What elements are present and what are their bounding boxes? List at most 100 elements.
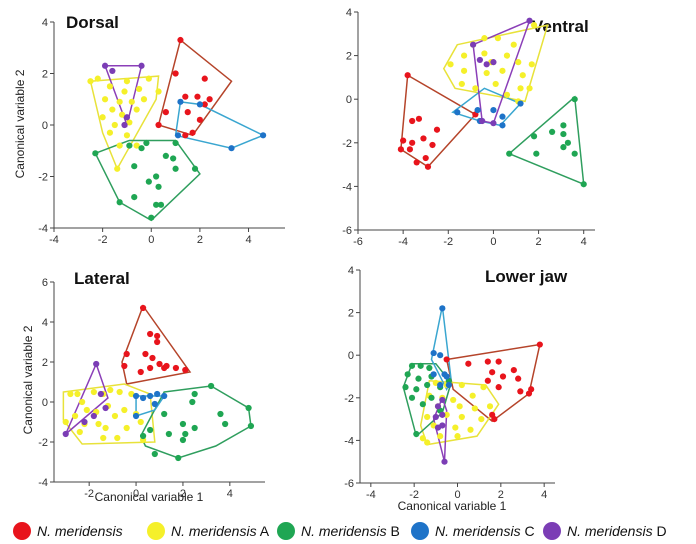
point-n-meridensis-a [95,420,102,428]
point-n-meridensis-a [111,121,118,129]
point-n-meridensis-a [100,434,107,442]
x-axis-label-bottom-left: Canonical variable 1 [95,490,204,504]
point-n-meridensis [121,362,128,370]
point-n-meridensis [182,132,189,139]
point-n-meridensis-a [123,78,131,85]
point-n-meridensis-b [530,133,538,140]
point-n-meridensis-c [437,352,444,359]
panel-lower-jaw: Lower jaw -4 -2 0 2 4 -6 -4 -2 0 2 4 [344,265,568,501]
legend-marker [13,522,31,540]
point-n-meridensis-d [476,56,483,64]
point-n-meridensis-a [133,142,140,149]
point-n-meridensis-b [143,139,150,147]
point-n-meridensis [409,139,416,146]
point-n-meridensis [162,109,169,116]
point-n-meridensis [400,137,407,144]
point-n-meridensis-a [519,72,526,79]
point-n-meridensis-c [196,101,203,108]
y-tick-label: 4 [348,265,354,277]
point-n-meridensis-b [413,386,420,393]
point-n-meridensis-a [109,106,116,113]
y-tick-label: -2 [344,393,354,405]
point-n-meridensis-b [506,150,513,157]
point-n-meridensis-a [111,412,119,420]
point-n-meridensis [156,360,163,368]
point-n-meridensis [147,330,154,338]
point-n-meridensis-b [139,432,147,440]
x-tick-label: 2 [498,489,504,501]
point-n-meridensis-b [179,436,187,444]
hull-n-meridensis [121,304,192,385]
point-n-meridensis-a [128,390,135,398]
point-n-meridensis-a [481,50,488,57]
point-n-meridensis-a [133,106,140,113]
point-n-meridensis [149,354,156,362]
hull-n-meridensis-c [430,306,452,392]
point-n-meridensis-b [191,165,199,172]
point-n-meridensis-c [260,132,267,139]
y-tick-label: 0 [42,120,48,132]
point-n-meridensis-a [526,85,533,92]
y-tick-label: 2 [42,69,48,81]
y-tick-label: 2 [42,357,48,369]
y-tick-label: -6 [344,478,354,490]
point-n-meridensis-a [528,61,535,68]
point-n-meridensis-d [109,67,116,75]
point-n-meridensis [155,121,162,129]
point-n-meridensis-a [486,403,494,410]
legend-label: N. meridensis [37,523,123,539]
point-n-meridensis [182,366,189,374]
point-n-meridensis-b [157,201,165,208]
point-n-meridensis [206,96,213,103]
point-n-meridensis [182,93,189,100]
point-n-meridensis-d [441,458,448,465]
x-tick-label: 0 [454,489,460,501]
point-n-meridensis-b [131,163,138,170]
point-n-meridensis-b [126,142,133,149]
point-n-meridensis-a [460,52,468,59]
point-n-meridensis-b [222,420,229,428]
panel-lateral: Lateral -2 0 2 4 -4 -2 0 2 4 6 [38,269,265,500]
point-n-meridensis-b [191,390,198,398]
point-n-meridensis-a [116,98,123,105]
point-n-meridensis-d [138,62,145,69]
point-n-meridensis-a [460,67,468,74]
point-n-meridensis-c [474,107,481,114]
point-n-meridensis-d [62,430,69,438]
point-n-meridensis-a [123,424,130,432]
point-n-meridensis-d [479,117,486,125]
point-n-meridensis-a [510,41,517,48]
point-n-meridensis [177,36,184,44]
hull-n-meridensis-c [174,100,265,149]
y-tick-label: -2 [38,172,48,184]
point-n-meridensis-a [136,85,143,93]
point-n-meridensis-b [147,426,154,434]
point-n-meridensis-c [454,109,461,116]
point-n-meridensis-b [560,144,567,151]
point-n-meridensis [142,350,149,358]
point-n-meridensis-d [439,396,446,404]
point-n-meridensis-d [483,61,490,68]
point-n-meridensis-b [408,394,416,401]
x-tick-label: -2 [98,234,108,246]
point-n-meridensis [484,377,491,384]
point-n-meridensis-d [439,411,446,418]
point-n-meridensis-a [503,52,511,59]
x-tick-label: -4 [49,234,59,246]
point-n-meridensis-a [471,405,478,412]
point-n-meridensis [433,126,441,133]
point-n-meridensis-a [107,386,114,394]
legend-marker [147,522,165,540]
point-n-meridensis-c [443,373,450,380]
x-tick-label: 4 [541,489,547,501]
point-n-meridensis-d [90,412,97,420]
point-n-meridensis-a [140,96,148,103]
point-n-meridensis-b [155,183,162,190]
panel-dorsal: Dorsal -4 -2 0 2 4 -4 -2 0 2 4 [38,13,285,246]
point-n-meridensis-b [417,362,424,369]
point-n-meridensis-a [419,435,426,442]
point-n-meridensis-a [116,388,123,396]
point-n-meridensis-b [408,362,416,369]
y-axis-label-top: Canonical variable 2 [13,69,27,178]
point-n-meridensis-c [437,381,444,389]
